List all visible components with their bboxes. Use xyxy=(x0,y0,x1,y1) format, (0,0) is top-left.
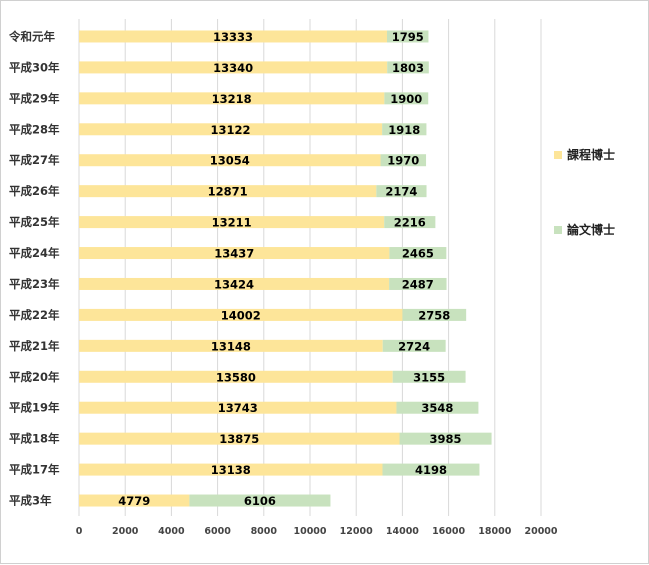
data-label: 13875 xyxy=(219,432,259,446)
data-label: 1803 xyxy=(392,61,424,75)
data-label: 1918 xyxy=(388,123,420,137)
data-label: 2174 xyxy=(385,185,417,199)
bar-kateihakushi xyxy=(79,61,388,74)
x-tick-label: 4000 xyxy=(158,526,185,537)
bar-ronbunhakushi xyxy=(380,154,427,167)
data-label: 2724 xyxy=(398,339,430,353)
x-tick-label: 6000 xyxy=(204,526,231,537)
bar-kateihakushi xyxy=(79,339,383,352)
bar-ronbunhakushi xyxy=(382,463,480,476)
data-label: 12871 xyxy=(208,185,248,199)
data-label: 13138 xyxy=(211,463,251,477)
x-tick-label: 2000 xyxy=(112,526,139,537)
category-label: 平成3年 xyxy=(9,494,52,508)
bar-ronbunhakushi xyxy=(389,247,447,260)
legend-label: 課程博士 xyxy=(567,147,615,162)
category-label: 平成28年 xyxy=(9,122,60,136)
x-tick-label: 12000 xyxy=(340,526,373,537)
category-label: 平成20年 xyxy=(9,370,60,384)
bar-kateihakushi xyxy=(79,401,397,414)
category-label: 平成23年 xyxy=(9,277,60,291)
data-label: 4779 xyxy=(118,494,150,508)
bar-kateihakushi xyxy=(79,432,400,445)
bar-ronbunhakushi xyxy=(382,339,446,352)
category-label: 平成21年 xyxy=(9,339,60,353)
data-label: 13340 xyxy=(213,61,253,75)
bar-kateihakushi xyxy=(79,308,403,321)
data-label: 2216 xyxy=(394,216,426,230)
legend-label: 論文博士 xyxy=(567,222,615,237)
bar-ronbunhakushi xyxy=(384,216,436,229)
x-tick-label: 16000 xyxy=(432,526,465,537)
data-label: 13211 xyxy=(212,216,252,230)
bar-kateihakushi xyxy=(79,30,387,43)
bar-ronbunhakushi xyxy=(189,494,331,507)
bar-ronbunhakushi xyxy=(396,401,479,414)
bar-kateihakushi xyxy=(79,494,190,507)
bar-kateihakushi xyxy=(79,370,393,383)
data-label: 3548 xyxy=(421,401,453,415)
data-label: 13333 xyxy=(213,30,253,44)
category-label: 平成19年 xyxy=(9,401,60,415)
bar-ronbunhakushi xyxy=(376,185,427,198)
bar-kateihakushi xyxy=(79,185,377,198)
x-tick-label: 0 xyxy=(76,526,83,537)
category-label: 平成27年 xyxy=(9,153,60,167)
bar-kateihakushi xyxy=(79,247,390,260)
data-label: 1900 xyxy=(390,92,422,106)
bar-kateihakushi xyxy=(79,277,390,290)
category-label: 平成26年 xyxy=(9,184,60,198)
data-label: 13218 xyxy=(212,92,252,106)
data-label: 2465 xyxy=(402,247,434,261)
bar-kateihakushi xyxy=(79,216,385,229)
data-label: 13054 xyxy=(210,154,250,168)
bar-kateihakushi xyxy=(79,92,385,105)
bar-ronbunhakushi xyxy=(384,92,429,105)
bar-ronbunhakushi xyxy=(386,30,429,43)
x-tick-label: 8000 xyxy=(251,526,278,537)
x-tick-label: 20000 xyxy=(524,526,557,537)
data-label: 6106 xyxy=(244,494,276,508)
data-label: 14002 xyxy=(221,308,261,322)
data-label: 4198 xyxy=(415,463,447,477)
data-label: 13148 xyxy=(211,339,251,353)
category-label: 平成24年 xyxy=(9,246,60,260)
data-label: 3155 xyxy=(413,370,445,384)
data-label: 3985 xyxy=(430,432,462,446)
category-label: 平成30年 xyxy=(9,60,60,74)
x-tick-label: 18000 xyxy=(478,526,511,537)
category-label: 平成29年 xyxy=(9,91,60,105)
data-label: 1795 xyxy=(392,30,424,44)
bar-ronbunhakushi xyxy=(387,61,429,74)
bar-kateihakushi xyxy=(79,154,381,167)
bar-kateihakushi xyxy=(79,123,383,136)
category-label: 平成22年 xyxy=(9,308,60,322)
legend-swatch xyxy=(554,226,562,234)
data-label: 13743 xyxy=(218,401,258,415)
category-label: 平成17年 xyxy=(9,463,60,477)
category-label: 平成18年 xyxy=(9,432,60,446)
data-label: 2758 xyxy=(418,308,450,322)
legend-swatch xyxy=(554,151,562,159)
data-label: 13122 xyxy=(211,123,251,137)
bar-ronbunhakushi xyxy=(389,277,447,290)
data-label: 2487 xyxy=(402,277,434,291)
bar-kateihakushi xyxy=(79,463,383,476)
data-label: 13580 xyxy=(216,370,256,384)
data-label: 1970 xyxy=(387,154,419,168)
data-label: 13424 xyxy=(214,277,254,291)
category-label: 令和元年 xyxy=(8,29,55,43)
category-label: 平成25年 xyxy=(9,215,60,229)
bar-ronbunhakushi xyxy=(399,432,492,445)
bar-ronbunhakushi xyxy=(382,123,427,136)
x-tick-label: 10000 xyxy=(293,526,326,537)
bar-ronbunhakushi xyxy=(392,370,466,383)
x-tick-label: 14000 xyxy=(386,526,419,537)
data-label: 13437 xyxy=(214,247,254,261)
bar-ronbunhakushi xyxy=(402,308,467,321)
